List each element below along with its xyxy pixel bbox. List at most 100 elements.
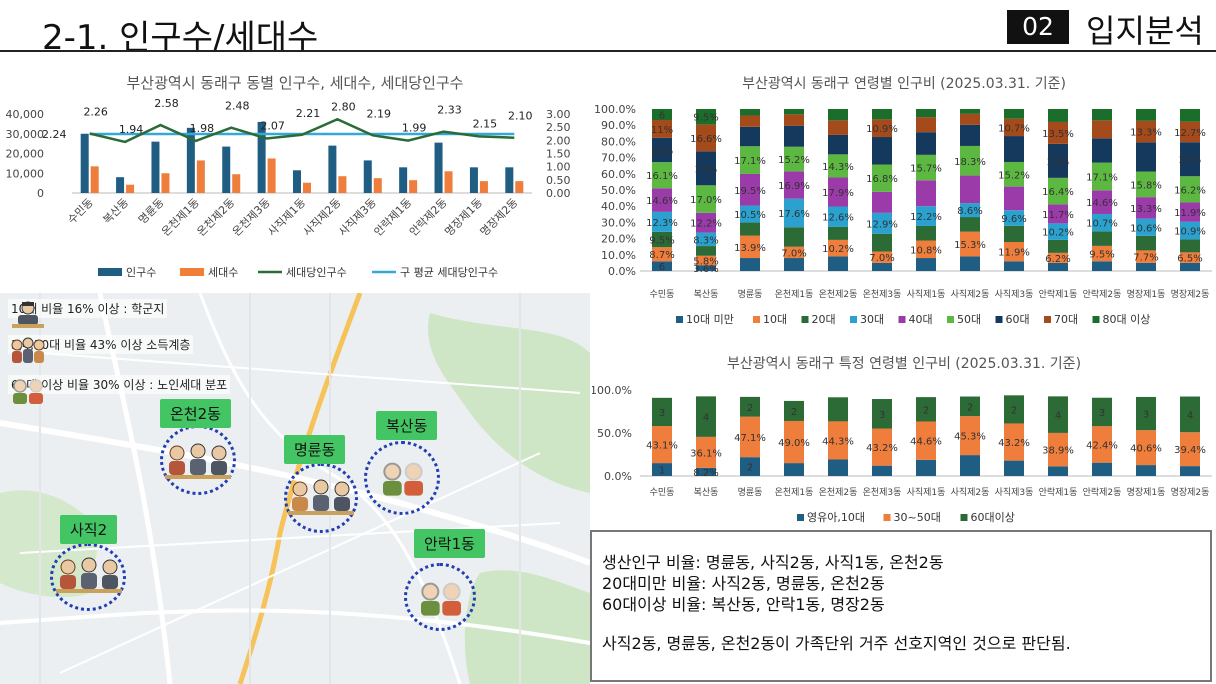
data-label: 4 bbox=[1187, 410, 1193, 421]
stacked-bar-segment bbox=[1092, 462, 1112, 476]
bar-households bbox=[479, 181, 488, 193]
x-tick-label: 사직제3동 bbox=[995, 487, 1034, 498]
stacked-bar-segment bbox=[784, 146, 804, 172]
dong-label-myeongryun[interactable]: 명륜동 bbox=[284, 435, 346, 464]
family-icon bbox=[11, 337, 45, 363]
legend-label: 50대 bbox=[957, 313, 981, 326]
data-label: 17.6% bbox=[778, 209, 810, 220]
data-label: 10.2% bbox=[822, 244, 854, 255]
stacked-bar-segment bbox=[960, 231, 980, 257]
data-label: 43.2% bbox=[866, 443, 898, 454]
data-label: 21% bbox=[1047, 157, 1069, 168]
map-legend-text: 10대 비율 16% 이상 : 학군지 bbox=[8, 299, 168, 318]
y-tick-label: 10.0% bbox=[601, 249, 636, 262]
stacked-bar-segment bbox=[1004, 242, 1024, 262]
x-tick-label: 명륜동 bbox=[136, 196, 167, 227]
bar-population bbox=[328, 145, 337, 193]
bar-population bbox=[257, 121, 266, 193]
stacked-bar-segment bbox=[784, 114, 804, 126]
stacked-bar-segment bbox=[872, 428, 892, 466]
bar-households bbox=[373, 178, 382, 193]
stacked-bar-segment bbox=[1180, 466, 1200, 476]
stacked-bar-segment bbox=[1048, 262, 1068, 271]
legend-swatch bbox=[898, 316, 906, 323]
stacked-bar-segment bbox=[1004, 118, 1024, 137]
ratio-data-label: 1.99 bbox=[402, 122, 427, 135]
data-label: 9.6% bbox=[1001, 214, 1026, 225]
anrak1-circle bbox=[404, 563, 476, 631]
stacked-bar-segment bbox=[828, 120, 848, 135]
data-label: 7.0% bbox=[869, 253, 894, 264]
stacked-bar-segment bbox=[1048, 177, 1068, 205]
stacked-bar-segment bbox=[960, 256, 980, 271]
stacked-bar-segment bbox=[872, 399, 892, 429]
x-tick-label: 사직제1동 bbox=[907, 289, 946, 300]
data-label: 16.4% bbox=[1042, 187, 1074, 198]
bar-households bbox=[444, 171, 453, 193]
population-chart: 부산광역시 동래구 동별 인구수, 세대수, 세대당인구수 40,000 30,00… bbox=[0, 60, 590, 290]
stacked-bar-segment bbox=[872, 251, 892, 263]
dong-label-boksan[interactable]: 복산동 bbox=[376, 411, 438, 440]
x-tick-label: 수민동 bbox=[650, 487, 675, 498]
stacked-bar-segment bbox=[740, 109, 760, 116]
data-label: 18.3% bbox=[954, 157, 986, 168]
area-map[interactable]: 10대 비율 16% 이상 : 학군지 3,4,50대 비율 43% 이상 소득… bbox=[0, 293, 590, 684]
stacked-bar-segment bbox=[1004, 186, 1024, 211]
data-label: 4 bbox=[703, 413, 709, 424]
data-label: 10.7% bbox=[998, 123, 1030, 134]
stacked-bar-segment bbox=[1092, 261, 1112, 271]
stacked-bar-segment bbox=[652, 211, 672, 232]
y2-tick-label: 0.50 bbox=[546, 174, 571, 187]
stacked-bar-segment bbox=[1180, 142, 1200, 177]
data-label: 13.5% bbox=[1042, 129, 1074, 140]
elderly-icon bbox=[421, 582, 461, 616]
stacked-bar-segment bbox=[1004, 210, 1024, 226]
data-label: 10.5% bbox=[734, 210, 766, 221]
stacked-bar-segment bbox=[784, 246, 804, 259]
data-label: 3 bbox=[659, 408, 665, 419]
dong-label-anrak1[interactable]: 안락1동 bbox=[414, 529, 485, 558]
data-label: 21% bbox=[695, 164, 717, 175]
stacked-bar-segment bbox=[1180, 239, 1200, 253]
map-legend-text: 3,4,50대 비율 43% 이상 소득계층 bbox=[8, 335, 194, 354]
summary-line-under20: 20대미만 비율: 사직2동, 명륜동, 온천2동 bbox=[602, 574, 885, 593]
map-legend-row-elderly: 60대 이상 비율 30% 이상 : 노인세대 분포 bbox=[8, 375, 231, 404]
stacked-bar-segment bbox=[1048, 396, 1068, 433]
data-label: 44.6% bbox=[910, 437, 942, 448]
y-tick-label: 0.0% bbox=[608, 265, 636, 278]
x-tick-label: 온천제3동 bbox=[863, 289, 902, 300]
bar-population bbox=[116, 177, 125, 193]
stacked-bar-segment bbox=[828, 421, 848, 460]
bar-population bbox=[469, 167, 478, 193]
stacked-bar-segment bbox=[1004, 395, 1024, 424]
stacked-bar-segment bbox=[652, 261, 672, 271]
stacked-bar-segment bbox=[740, 146, 760, 174]
x-tick-label: 온천제2동 bbox=[194, 195, 237, 238]
stacked-bar-segment bbox=[1136, 171, 1156, 198]
header-divider bbox=[0, 50, 1216, 52]
ratio-data-label: 1.98 bbox=[190, 122, 215, 135]
x-tick-label: 사직제1동 bbox=[907, 487, 946, 498]
data-label: 12.2% bbox=[690, 219, 722, 230]
stacked-bar-segment bbox=[828, 154, 848, 178]
stacked-bar-segment bbox=[696, 255, 716, 266]
myeongryun-circle bbox=[284, 463, 358, 533]
section-label: 입지분석 bbox=[1086, 12, 1204, 50]
legend-label: 40대 bbox=[909, 313, 933, 326]
legend-label: 10대 bbox=[763, 313, 787, 326]
dong-label-onchun2[interactable]: 온천2동 bbox=[160, 399, 231, 428]
data-label: 10.9% bbox=[1174, 227, 1206, 238]
dong-label-sajik2[interactable]: 사직2 bbox=[60, 515, 118, 544]
x-tick-label: 명장제1동 bbox=[1127, 487, 1166, 498]
data-label: 10.9% bbox=[866, 124, 898, 135]
stacked-bar-segment bbox=[872, 212, 892, 234]
y-tick-label: 30.0% bbox=[601, 216, 636, 229]
data-label: 2 bbox=[1011, 405, 1017, 416]
data-label: 6.5% bbox=[1177, 254, 1202, 265]
stacked-bar-segment bbox=[740, 173, 760, 206]
ratio-data-label: 2.15 bbox=[473, 117, 498, 130]
stacked-bar-segment bbox=[1180, 221, 1200, 240]
ratio-data-label: 2.19 bbox=[367, 107, 392, 120]
stacked-bar-segment bbox=[916, 397, 936, 422]
summary-box: 생산인구 비율: 명륜동, 사직2동, 사직1동, 온천2동 20대미만 비율:… bbox=[590, 530, 1212, 682]
